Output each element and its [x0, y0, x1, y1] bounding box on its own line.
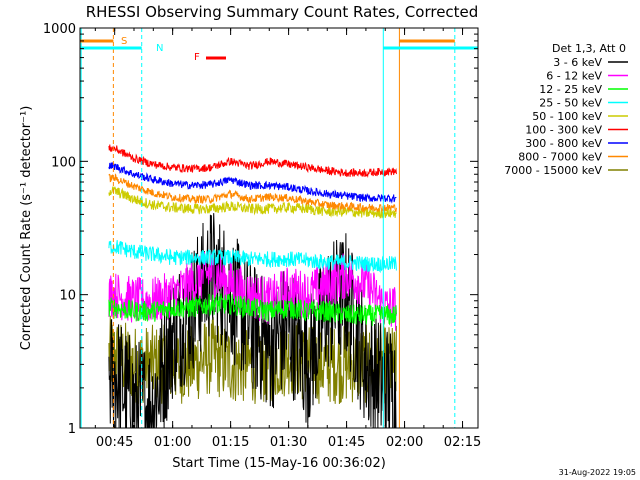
x-tick-label: 02:15: [444, 435, 481, 450]
legend-label: 12 - 25 keV: [539, 83, 602, 96]
flag-label: S: [121, 36, 127, 47]
flag-label: F: [194, 52, 200, 63]
series-line: [108, 293, 397, 326]
y-tick-label: 1: [68, 422, 76, 437]
legend-label: 7000 - 15000 keV: [504, 164, 602, 177]
x-tick-label: 00:45: [96, 435, 133, 450]
legend-label: 3 - 6 keV: [553, 56, 602, 69]
y-tick-label: 10: [59, 289, 76, 304]
y-tick-label: 1000: [43, 22, 76, 37]
legend-label: 25 - 50 keV: [539, 97, 602, 110]
legend-header: Det 1,3, Att 0: [552, 42, 626, 55]
state-flags: S N F: [121, 36, 226, 63]
x-tick-label: 01:00: [154, 435, 191, 450]
series-line: [108, 161, 397, 204]
flag-label: N: [156, 43, 163, 54]
series-line: [108, 240, 397, 274]
series-line: [108, 315, 397, 405]
plot-area: [80, 28, 478, 429]
chart-title: RHESSI Observing Summary Count Rates, Co…: [86, 3, 479, 21]
legend-label: 50 - 100 keV: [532, 110, 602, 123]
x-axis-ticks: 00:45 01:00 01:15 01:30 01:45 02:00 02:15: [94, 28, 481, 450]
x-tick-label: 02:00: [386, 435, 423, 450]
series-line: [108, 144, 397, 178]
legend-label: 300 - 800 keV: [525, 137, 602, 150]
y-tick-label: 100: [51, 155, 76, 170]
x-tick-label: 01:15: [212, 435, 249, 450]
timestamp: 31-Aug-2022 19:05: [559, 468, 636, 477]
series-line: [108, 173, 397, 214]
y-axis-ticks: 1 10 100 1000: [43, 22, 478, 437]
x-axis-label: Start Time (15-May-16 00:36:02): [172, 456, 386, 471]
legend-label: 6 - 12 keV: [546, 70, 602, 83]
y-axis-label: Corrected Count Rate (s⁻¹ detector⁻¹): [19, 106, 34, 351]
x-tick-label: 01:45: [328, 435, 365, 450]
x-tick-label: 01:30: [270, 435, 307, 450]
series-line: [108, 186, 397, 219]
legend-label: 100 - 300 keV: [525, 124, 602, 137]
plot-frame: [79, 27, 479, 429]
legend-label: 800 - 7000 keV: [518, 151, 602, 164]
